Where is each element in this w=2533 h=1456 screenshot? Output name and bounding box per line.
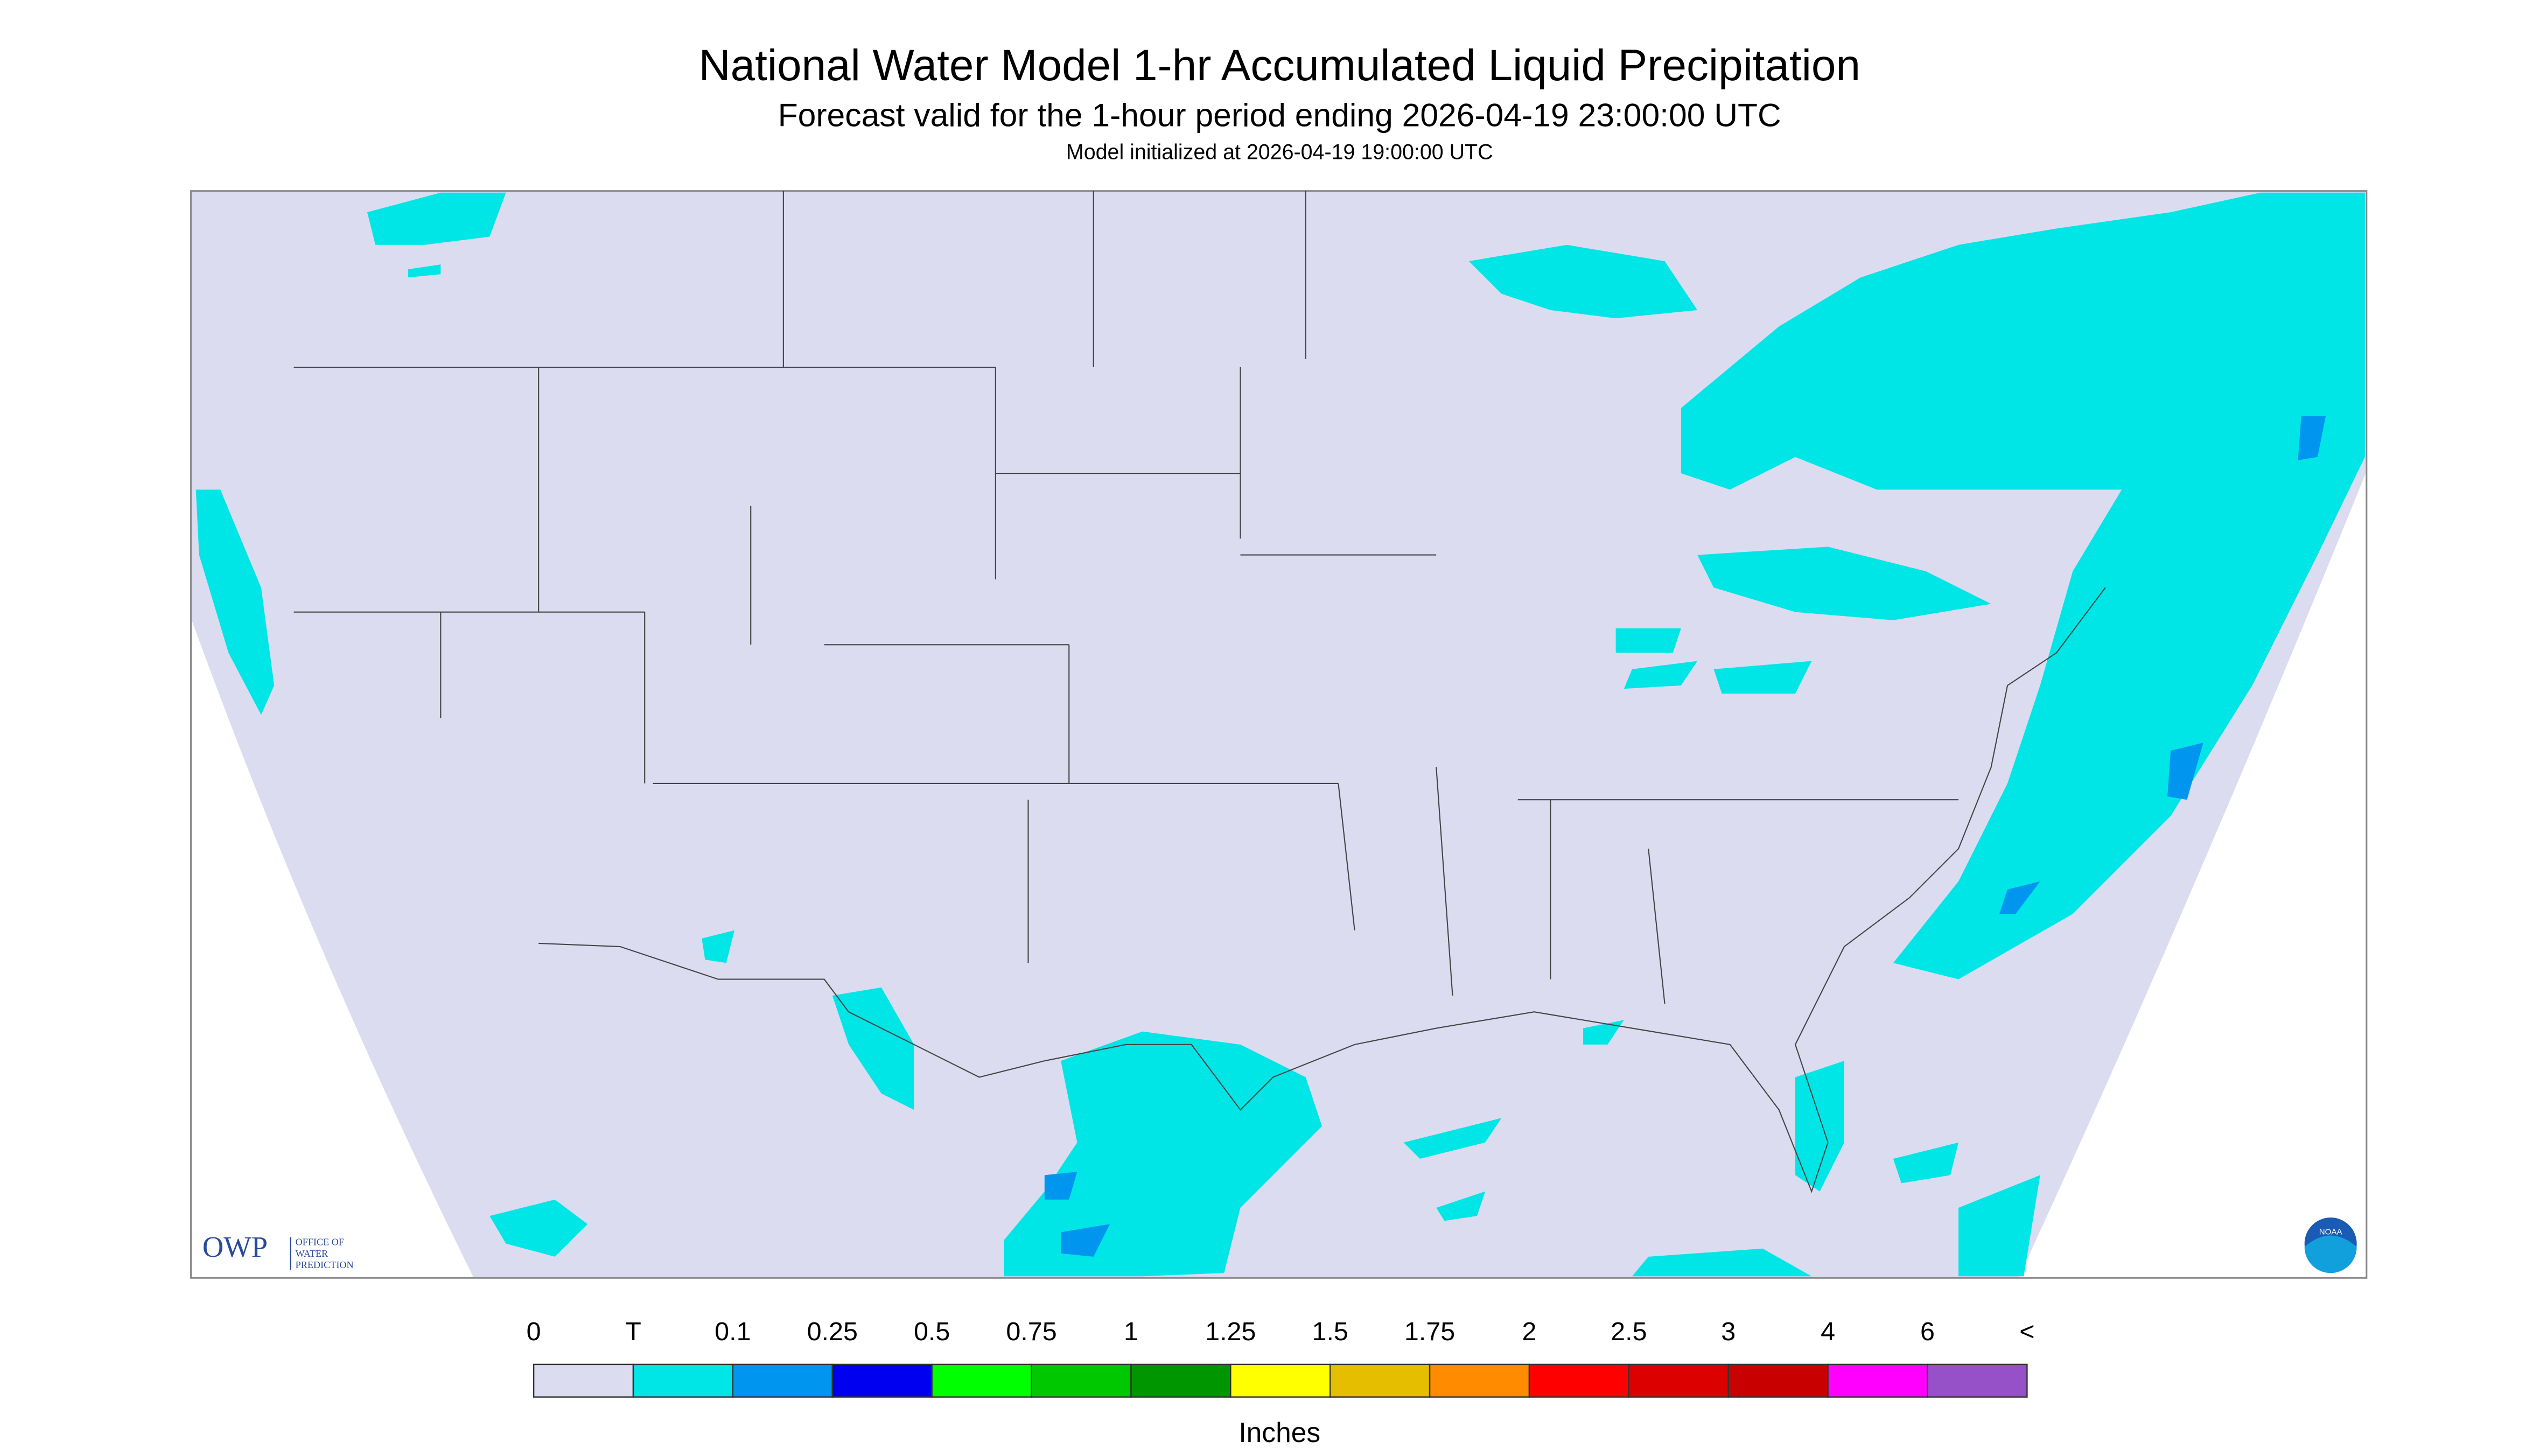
legend-swatch — [931, 1363, 1032, 1398]
legend-label: 0 — [527, 1317, 541, 1346]
noaa-logo-text: NOAA — [2319, 1227, 2343, 1236]
legend-swatch — [732, 1363, 833, 1398]
legend-label: 1 — [1124, 1317, 1138, 1346]
boundaries — [293, 191, 2106, 1193]
legend-swatch — [1827, 1363, 1928, 1398]
legend-label: < — [2019, 1317, 2034, 1346]
legend-swatch — [632, 1363, 734, 1398]
precip-trace — [195, 192, 2365, 1277]
init-time: Model initialized at 2026-04-19 19:00:00… — [1066, 140, 1493, 164]
legend-label: 0.1 — [715, 1317, 751, 1346]
owp-logo: OWP OFFICE OF WATER PREDICTION — [202, 1230, 354, 1270]
legend-label: 3 — [1721, 1317, 1736, 1346]
legend-label: 4 — [1821, 1317, 1835, 1346]
owp-logo-line: WATER — [296, 1248, 328, 1259]
subtitle: Forecast valid for the 1-hour period end… — [778, 96, 1781, 133]
legend-label: 1.25 — [1205, 1317, 1256, 1346]
legend-swatch — [533, 1363, 634, 1398]
legend-label: 1.75 — [1404, 1317, 1455, 1346]
legend-swatch — [1528, 1363, 1630, 1398]
legend-swatch — [831, 1363, 933, 1398]
legend-label: T — [625, 1317, 641, 1346]
owp-logo-text: OWP — [202, 1230, 268, 1263]
noaa-logo: NOAA — [2304, 1217, 2357, 1273]
legend-swatch — [1628, 1363, 1729, 1398]
legend: 0 T 0.1 0.25 0.5 0.75 1 1.25 1.5 1.75 2 2.5 3 4 6 < — [527, 1317, 2035, 1398]
title: National Water Model 1-hr Accumulated Li… — [699, 41, 1860, 90]
owp-logo-line: PREDICTION — [296, 1259, 354, 1270]
legend-label: 2.5 — [1611, 1317, 1647, 1346]
legend-label: 6 — [1920, 1317, 1935, 1346]
legend-swatch — [1130, 1363, 1231, 1398]
legend-label: 0.75 — [1006, 1317, 1056, 1346]
legend-label: 2 — [1522, 1317, 1536, 1346]
map: OWP OFFICE OF WATER PREDICTION NOAA — [190, 190, 2368, 1279]
owp-logo-line: OFFICE OF — [296, 1237, 344, 1248]
legend-label: 1.5 — [1312, 1317, 1348, 1346]
legend-swatch — [1329, 1363, 1431, 1398]
legend-swatch — [1230, 1363, 1331, 1398]
legend-swatch — [1927, 1363, 2028, 1398]
legend-label: 0.25 — [807, 1317, 858, 1346]
legend-swatch — [1429, 1363, 1530, 1398]
legend-swatch — [1031, 1363, 1132, 1398]
legend-label: 0.5 — [914, 1317, 950, 1346]
legend-units: Inches — [1238, 1417, 1320, 1448]
legend-swatch — [1727, 1363, 1829, 1398]
